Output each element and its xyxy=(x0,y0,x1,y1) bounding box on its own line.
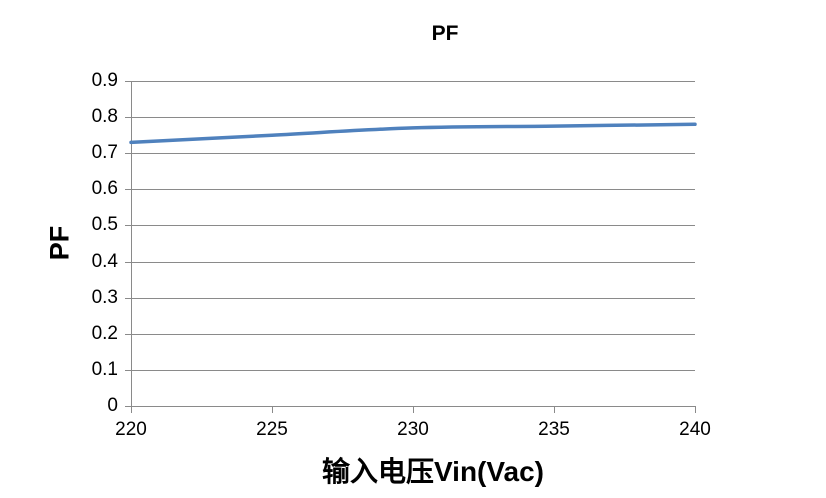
y-tick-label: 0.5 xyxy=(91,214,118,236)
x-tick-label: 220 xyxy=(115,419,147,440)
x-axis-title: 输入电压Vin(Vac) xyxy=(322,456,544,487)
y-tick-label: 0.1 xyxy=(91,358,118,380)
y-tick-label: 0.9 xyxy=(91,70,118,91)
y-tick-label: 0.3 xyxy=(91,286,118,308)
y-tick-label: 0 xyxy=(107,395,118,416)
y-tick-label: 0.7 xyxy=(91,142,118,164)
y-tick-label: 0.6 xyxy=(91,178,118,200)
y-tick-label: 0.4 xyxy=(91,250,118,272)
chart-title: PF xyxy=(431,22,459,45)
x-tick-label: 230 xyxy=(397,419,429,440)
series-line xyxy=(129,122,697,145)
y-tick-label: 0.2 xyxy=(91,322,118,344)
x-tick-label: 240 xyxy=(679,419,711,440)
x-tick-label: 235 xyxy=(538,419,570,440)
y-tick-label: 0.8 xyxy=(91,106,118,128)
x-tick-label: 225 xyxy=(256,419,288,440)
